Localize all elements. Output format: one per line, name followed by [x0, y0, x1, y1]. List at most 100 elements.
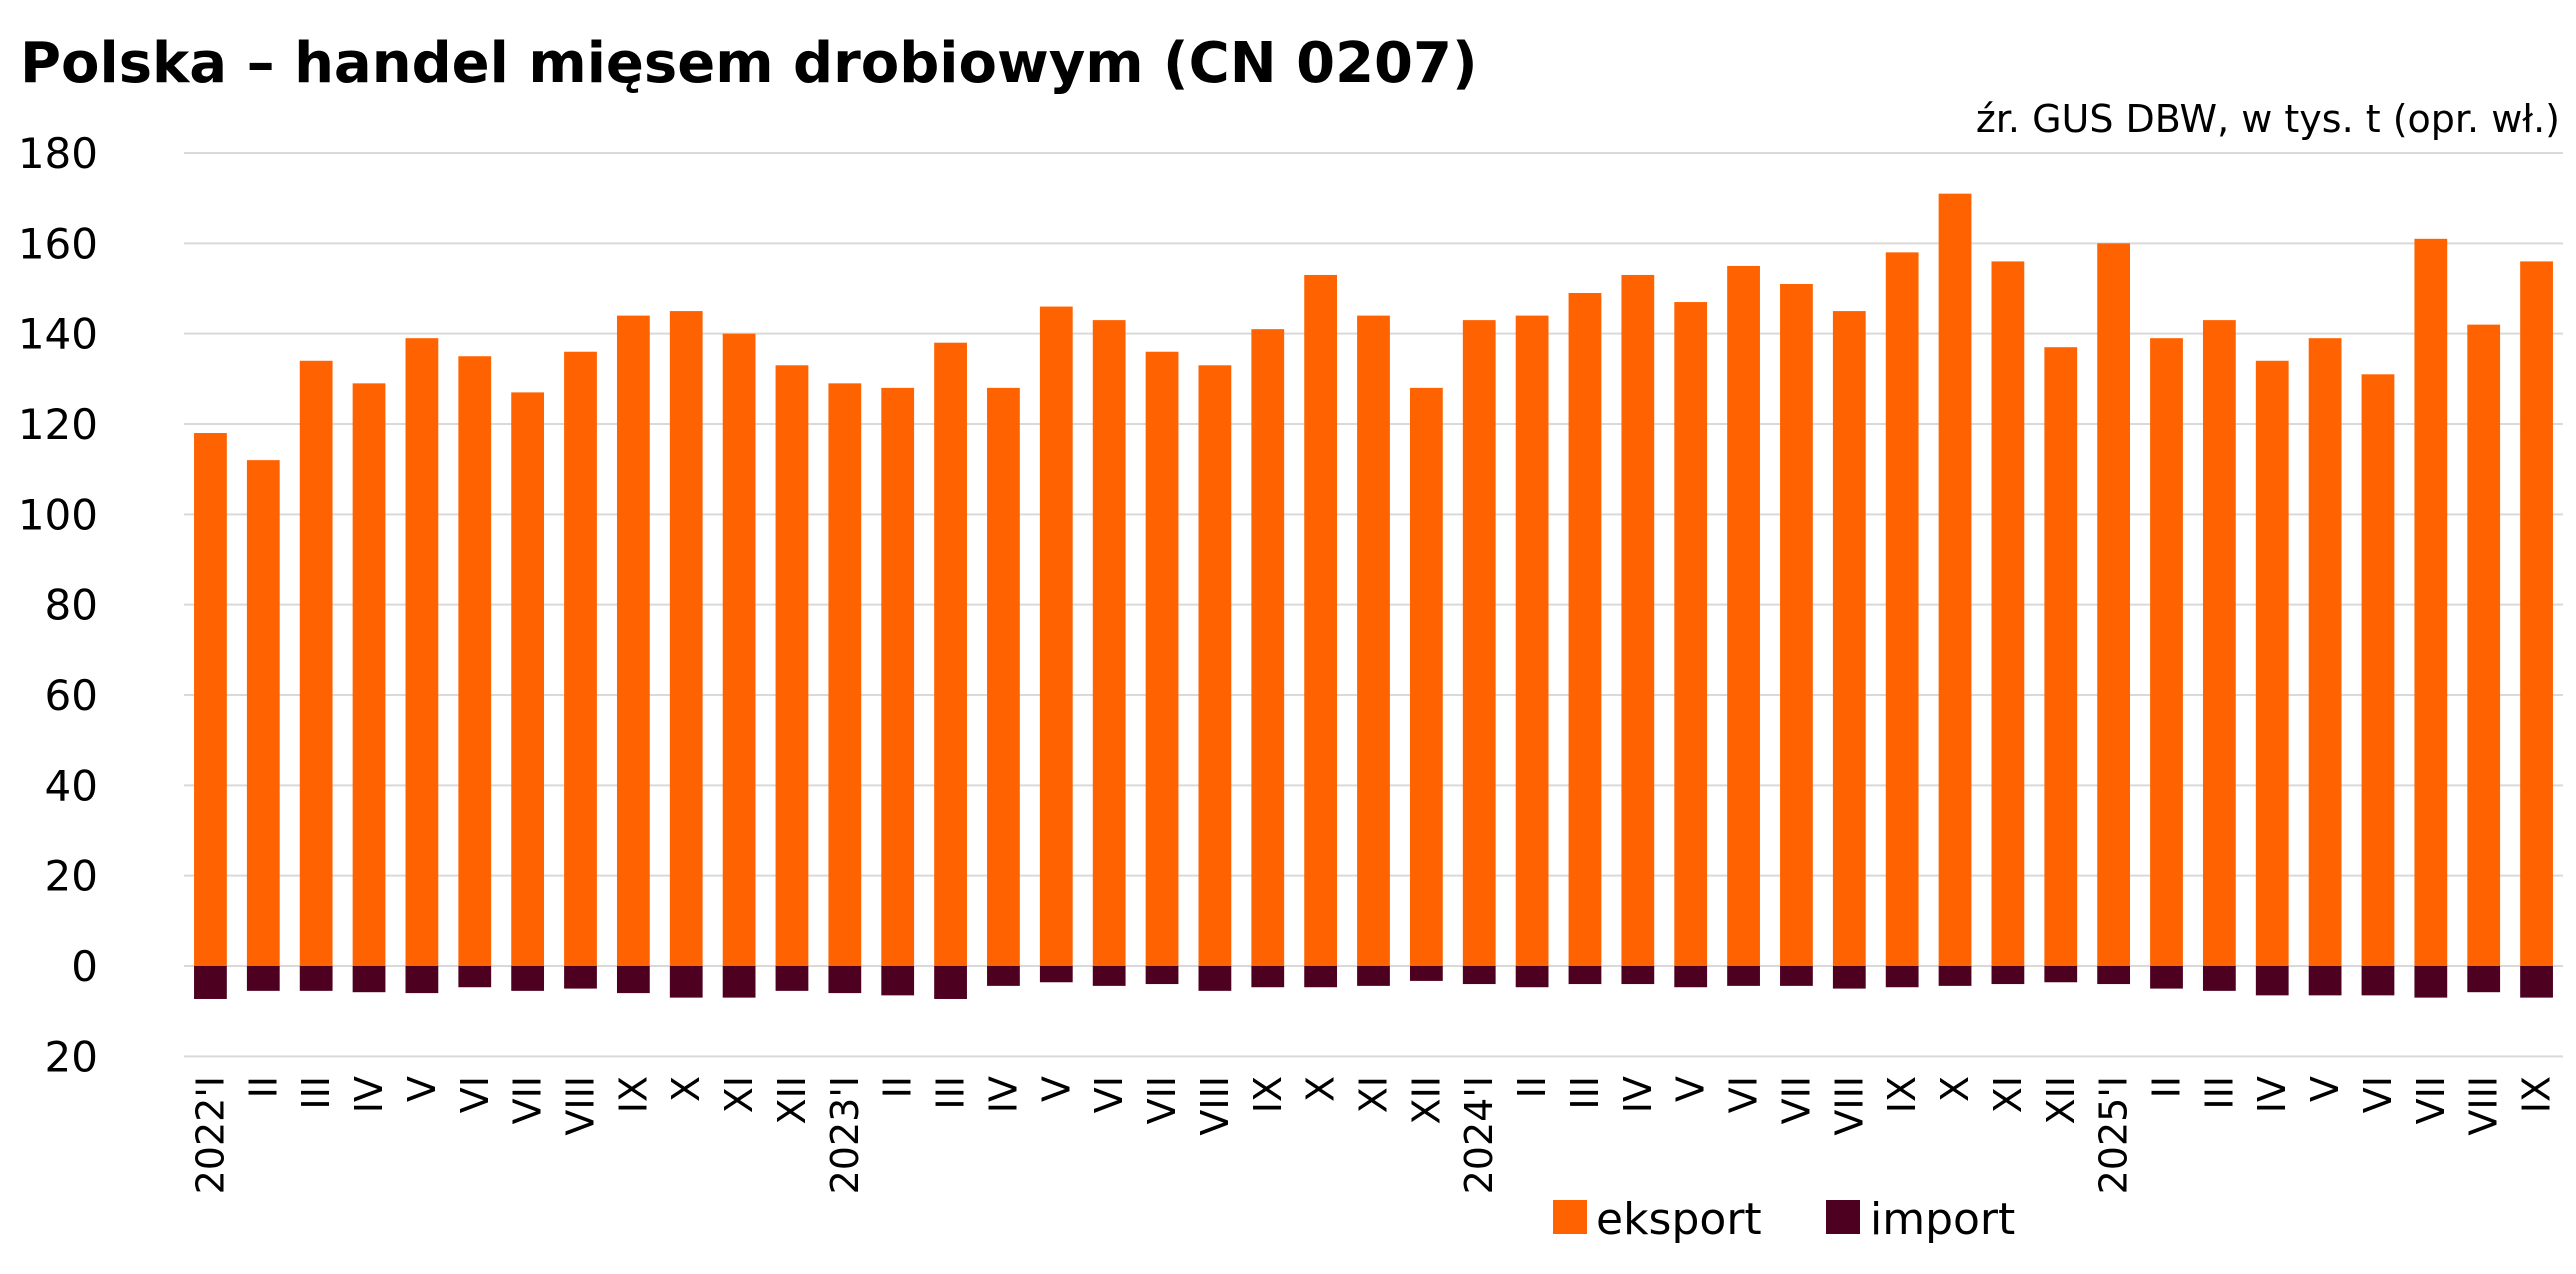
x-tick-label: 2024'I: [1457, 1076, 1501, 1194]
bar-import-44: [2520, 966, 2553, 998]
y-tick-label: 100: [18, 490, 98, 539]
x-tick-label: VIII: [1193, 1076, 1237, 1136]
bar-import-18: [1145, 966, 1179, 985]
bar-import-36: [2097, 966, 2131, 985]
x-tick-label: V: [400, 1076, 444, 1102]
bar-eksport-34: [1991, 261, 2025, 966]
y-tick-label: 0: [71, 942, 98, 991]
x-tick-label: III: [294, 1076, 338, 1110]
bar-import-35: [2044, 966, 2078, 983]
y-tick-label: 140: [18, 310, 98, 359]
x-tick-label: XI: [1986, 1076, 2030, 1113]
y-tick-label: 20: [45, 852, 98, 901]
bar-eksport-17: [1092, 320, 1126, 966]
x-tick-label: V: [1034, 1076, 1078, 1102]
x-axis: 2022'I II III IV V VI VII VIII IX X XI XII 2023'I II I…: [188, 1076, 2558, 1194]
bar-import-13: [881, 966, 915, 996]
x-tick-label: V: [1669, 1076, 1713, 1102]
x-tick-label: VIII: [2462, 1076, 2506, 1136]
bar-import-25: [1515, 966, 1549, 988]
x-tick-label: III: [2197, 1076, 2241, 1110]
y-tick-label: 40: [45, 761, 98, 810]
bar-eksport-18: [1145, 351, 1179, 966]
bar-eksport-11: [775, 365, 809, 966]
x-tick-label: III: [929, 1076, 973, 1110]
legend-swatch-import: [1826, 1200, 1860, 1234]
bar-eksport-2: [299, 360, 333, 966]
bar-import-38: [2202, 966, 2236, 991]
x-tick-label: III: [1563, 1076, 1607, 1110]
bar-eksport-5: [458, 356, 492, 966]
x-tick-label: II: [241, 1076, 285, 1098]
bar-eksport-33: [1938, 193, 1972, 966]
bar-eksport-30: [1780, 283, 1813, 966]
bar-import-30: [1780, 966, 1813, 986]
bar-import-26: [1568, 966, 1602, 985]
bar-import-11: [775, 966, 809, 991]
bar-import-33: [1938, 966, 1972, 986]
bar-import-21: [1304, 966, 1338, 988]
bar-eksport-15: [987, 387, 1020, 966]
bar-eksport-32: [1885, 252, 1919, 966]
bar-import-29: [1727, 966, 1760, 986]
bar-import-2: [299, 966, 333, 991]
bar-eksport-39: [2255, 360, 2289, 966]
x-tick-label: V: [2303, 1076, 2347, 1102]
bar-import-8: [616, 966, 650, 994]
bar-import-10: [722, 966, 756, 998]
bar-import-37: [2150, 966, 2183, 989]
bar-eksport-28: [1674, 302, 1708, 966]
legend-swatch-eksport: [1553, 1200, 1587, 1234]
bar-eksport-25: [1515, 315, 1549, 967]
bars: [194, 193, 2553, 999]
bar-import-28: [1674, 966, 1708, 988]
x-tick-label: VI: [1087, 1076, 1131, 1113]
x-tick-label: VII: [1774, 1076, 1818, 1124]
bar-eksport-3: [352, 383, 386, 967]
bar-eksport-24: [1462, 320, 1496, 966]
bar-import-39: [2255, 966, 2289, 996]
x-tick-label: XI: [717, 1076, 761, 1113]
bar-import-24: [1462, 966, 1496, 985]
x-tick-label: XII: [770, 1076, 814, 1124]
bar-eksport-0: [194, 433, 227, 966]
bar-import-16: [1039, 966, 1073, 983]
bar-import-12: [828, 966, 862, 994]
legend: eksport import: [1553, 1194, 2015, 1245]
bar-eksport-9: [669, 311, 703, 966]
bar-import-22: [1357, 966, 1390, 986]
bar-import-43: [2467, 966, 2501, 993]
bar-eksport-23: [1409, 387, 1443, 966]
bar-eksport-6: [511, 392, 545, 967]
x-tick-label: VIII: [1827, 1076, 1871, 1136]
bar-eksport-27: [1621, 274, 1655, 966]
bar-eksport-16: [1039, 306, 1073, 967]
bar-eksport-37: [2150, 338, 2183, 966]
x-tick-label: VII: [1140, 1076, 1184, 1124]
bar-import-27: [1621, 966, 1655, 985]
bar-import-14: [934, 966, 967, 999]
bar-eksport-41: [2361, 374, 2395, 967]
bar-eksport-36: [2097, 243, 2131, 967]
bar-eksport-4: [405, 338, 439, 966]
bar-import-32: [1885, 966, 1919, 988]
legend-label-eksport: eksport: [1596, 1194, 1762, 1245]
bar-import-1: [246, 966, 280, 991]
x-tick-label: IX: [611, 1076, 655, 1113]
x-tick-label: IX: [2515, 1076, 2559, 1113]
x-tick-label: II: [2145, 1076, 2189, 1098]
bar-eksport-7: [564, 351, 597, 966]
bar-import-20: [1251, 966, 1285, 988]
bar-import-23: [1409, 966, 1443, 981]
bar-eksport-43: [2467, 324, 2501, 967]
bar-import-34: [1991, 966, 2025, 985]
bar-eksport-38: [2202, 320, 2236, 966]
bar-import-5: [458, 966, 492, 988]
bar-eksport-26: [1568, 293, 1602, 966]
x-tick-label: 2022'I: [188, 1076, 232, 1194]
bar-import-15: [987, 966, 1020, 986]
bar-import-19: [1198, 966, 1232, 991]
y-tick-label: 160: [18, 219, 98, 268]
x-tick-label: IV: [347, 1076, 391, 1113]
